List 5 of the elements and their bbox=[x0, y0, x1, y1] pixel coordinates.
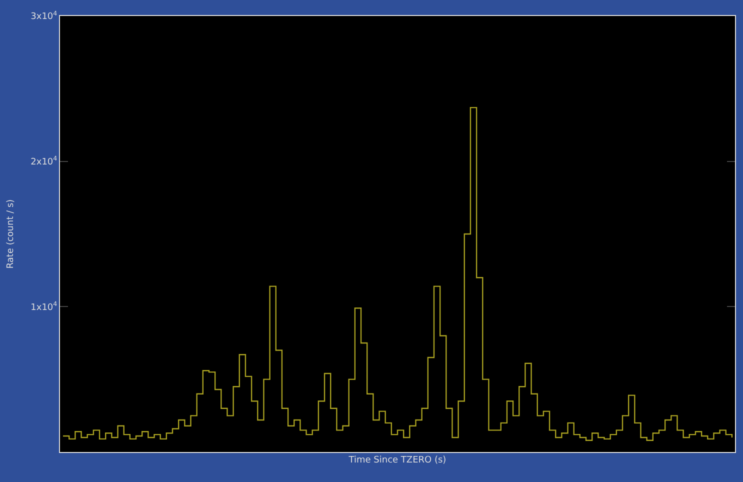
y-tick-label: 1x10$^{4}$ bbox=[30, 301, 58, 313]
y-axis-title: Rate (count / s) bbox=[6, 199, 16, 269]
y-tick-label: 3x10$^{4}$ bbox=[30, 10, 58, 22]
y-tick-label: 2x10$^{4}$ bbox=[30, 156, 58, 168]
x-axis-title: Time Since TZERO (s) bbox=[348, 456, 446, 466]
